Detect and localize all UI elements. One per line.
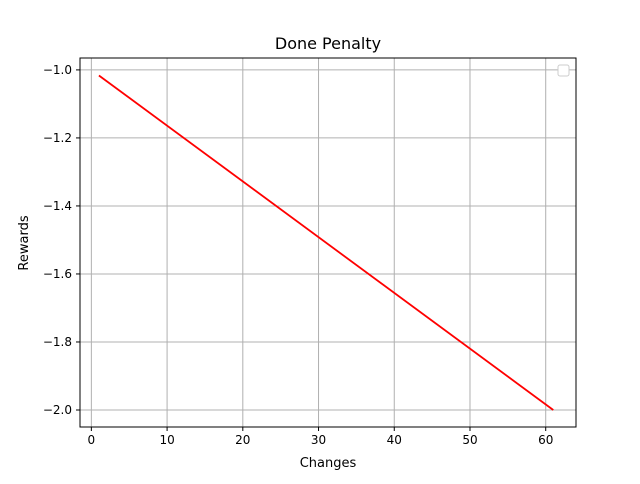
x-tick-label: 40: [387, 433, 402, 447]
y-tick-label: −2.0: [43, 403, 72, 417]
x-tick-label: 60: [538, 433, 553, 447]
y-tick-label: −1.4: [43, 199, 72, 213]
y-axis-label: Rewards: [17, 215, 32, 270]
x-tick-label: 50: [462, 433, 477, 447]
x-tick-label: 30: [311, 433, 326, 447]
x-tick-label: 20: [235, 433, 250, 447]
x-axis-ticks: 0 10 20 30 40 50 60: [88, 427, 553, 447]
y-axis-ticks: −2.0 −1.8 −1.6 −1.4 −1.2 −1.0: [43, 63, 80, 417]
series-layer: [98, 74, 554, 411]
y-tick-label: −1.6: [43, 267, 72, 281]
plot-area-frame: [79, 57, 577, 428]
x-tick-label: 10: [159, 433, 174, 447]
legend-box: [557, 64, 570, 77]
x-axis-label: Changes: [300, 456, 357, 471]
x-tick-label: 0: [88, 433, 96, 447]
chart-title: Done Penalty: [275, 34, 381, 53]
y-tick-label: −1.8: [43, 335, 72, 349]
series-line: [98, 74, 554, 411]
grid-lines: [80, 58, 576, 427]
y-tick-label: −1.2: [43, 131, 72, 145]
y-tick-label: −1.0: [43, 63, 72, 77]
